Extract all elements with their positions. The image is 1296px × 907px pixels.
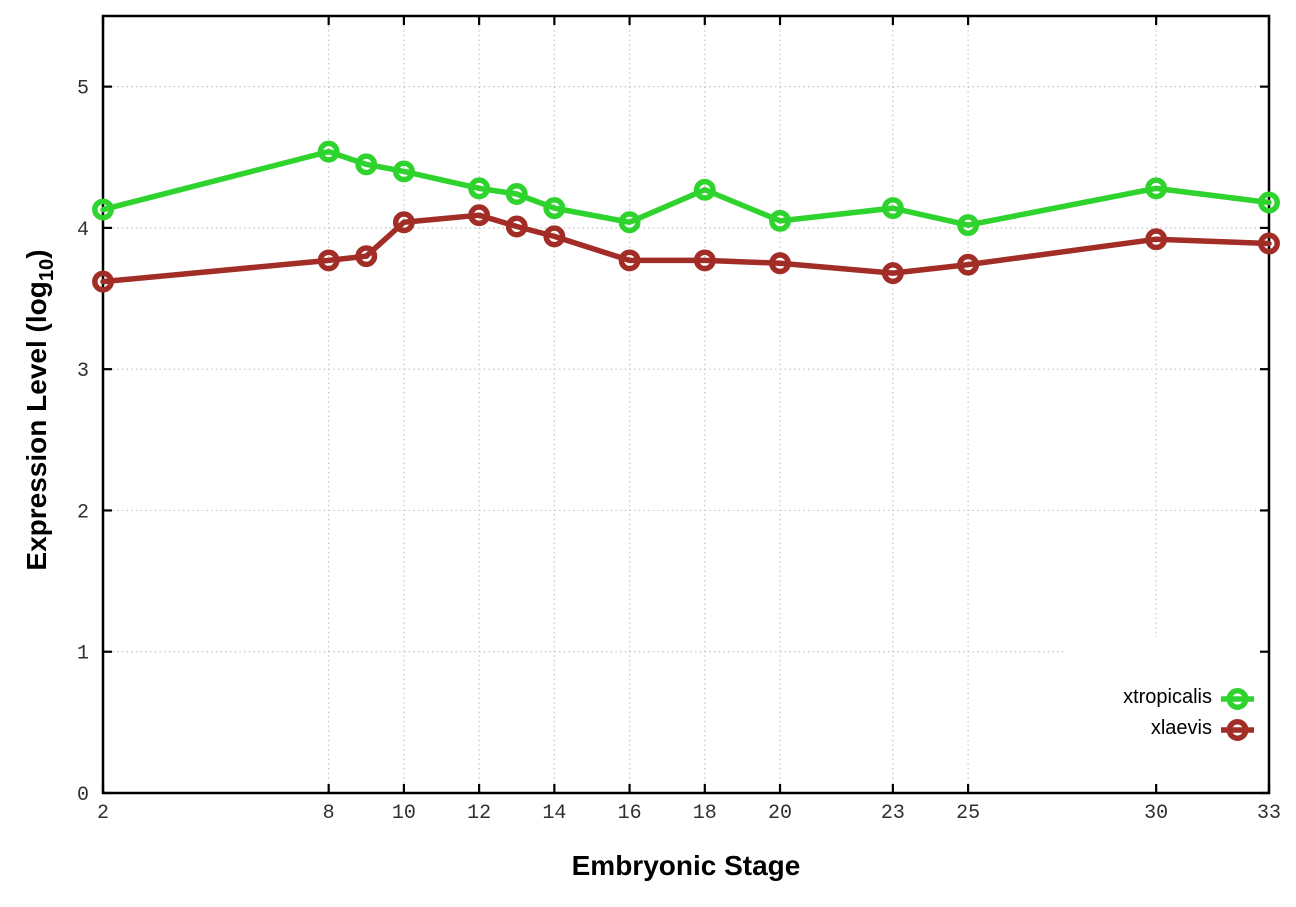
legend-label-xtropicalis: xtropicalis [1123,686,1212,708]
y-axis-title-subscript: 10 [35,258,58,282]
x-tick-label: 12 [467,802,491,825]
data-point-xlaevis [1258,232,1280,255]
y-axis-title: Expression Level (log10) [21,249,59,570]
data-point-xlaevis [1145,228,1168,251]
data-point-xlaevis [618,249,641,272]
series-line-xtropicalis [100,148,1272,228]
data-point-xlaevis [92,270,114,293]
data-point-xlaevis [543,225,566,248]
x-tick-label: 16 [618,802,642,825]
data-point-xtropicalis [618,211,641,234]
data-point-xtropicalis [468,177,491,200]
y-tick-label: 0 [77,784,89,807]
data-point-xtropicalis [769,209,791,232]
y-axis-title-close: ) [21,249,53,259]
data-point-xlaevis [693,249,716,272]
y-tick-label: 3 [77,360,89,383]
data-point-xlaevis [957,253,980,276]
plot-border [101,14,1271,795]
y-tick-label: 4 [77,219,89,242]
x-tick-label: 33 [1257,802,1281,825]
legend-box [1066,637,1263,790]
data-point-xlaevis [392,211,415,234]
y-tick-label: 5 [77,78,89,101]
data-point-xtropicalis [317,140,340,163]
data-point-xtropicalis [881,197,904,220]
y-tick-label: 2 [77,501,89,524]
data-point-xtropicalis [1258,191,1280,214]
series-line-xlaevis [100,212,1272,285]
x-tick-label: 20 [768,802,792,825]
data-point-xtropicalis [1145,177,1168,200]
y-tick-label: 1 [77,643,89,666]
data-point-xlaevis [881,262,904,285]
data-point-xtropicalis [543,197,566,220]
legend-label-xlaevis: xlaevis [1150,717,1212,739]
data-point-xtropicalis [392,160,415,183]
x-tick-label: 2 [97,802,109,825]
data-point-xtropicalis [355,153,378,176]
data-point-xlaevis [769,252,791,275]
y-axis-title-text: Expression Level (log [21,281,53,571]
data-point-xtropicalis [957,214,980,237]
x-tick-label: 30 [1144,802,1168,825]
x-tick-label: 10 [392,802,416,825]
x-tick-label: 8 [323,802,335,825]
legend-marker-xtropicalis [1226,688,1249,710]
x-axis-title: Embryonic Stage [571,850,801,881]
data-point-xlaevis [317,249,340,272]
x-tick-label: 18 [693,802,717,825]
data-point-xlaevis [355,245,378,268]
data-point-xlaevis [468,204,491,227]
x-tick-label: 23 [881,802,905,825]
legend-marker-xlaevis [1226,719,1249,741]
x-tick-label: 25 [956,802,980,825]
x-tick-label: 14 [542,802,566,825]
data-point-xtropicalis [693,178,716,201]
data-point-xlaevis [505,215,528,238]
data-point-xtropicalis [505,183,528,205]
data-point-xtropicalis [92,198,114,221]
